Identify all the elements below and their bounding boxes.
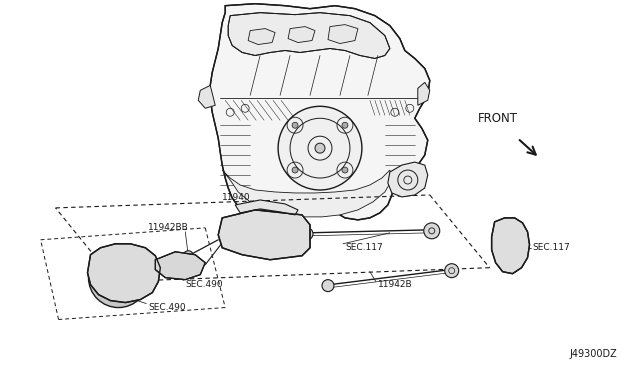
Circle shape (280, 224, 296, 240)
Polygon shape (228, 13, 390, 58)
Circle shape (292, 122, 298, 128)
Polygon shape (222, 170, 392, 217)
Polygon shape (248, 29, 275, 45)
Circle shape (180, 267, 190, 277)
Text: FRONT: FRONT (477, 112, 518, 125)
Circle shape (322, 280, 334, 292)
Circle shape (424, 223, 440, 239)
Polygon shape (210, 4, 430, 220)
Text: SEC.117: SEC.117 (345, 243, 383, 252)
Circle shape (342, 167, 348, 173)
Polygon shape (418, 82, 430, 105)
Circle shape (445, 264, 459, 278)
Circle shape (167, 255, 177, 265)
Circle shape (113, 272, 124, 283)
Circle shape (292, 167, 298, 173)
Circle shape (502, 253, 516, 267)
Polygon shape (388, 162, 428, 197)
Polygon shape (218, 210, 310, 260)
Polygon shape (156, 252, 205, 280)
Text: SEC.490: SEC.490 (148, 303, 186, 312)
Circle shape (278, 106, 362, 190)
Polygon shape (288, 26, 315, 42)
Circle shape (183, 251, 193, 261)
Text: 11942B: 11942B (378, 280, 413, 289)
Text: 11940: 11940 (222, 193, 251, 202)
Circle shape (97, 256, 140, 299)
Circle shape (104, 264, 132, 292)
Polygon shape (235, 200, 298, 215)
Circle shape (502, 225, 516, 239)
Circle shape (342, 122, 348, 128)
Circle shape (242, 230, 248, 236)
Circle shape (301, 228, 313, 240)
Text: J49300DZ: J49300DZ (570, 349, 618, 359)
Circle shape (237, 225, 253, 241)
Text: 11942BB: 11942BB (148, 223, 189, 232)
Circle shape (285, 229, 291, 235)
Text: SEC.490: SEC.490 (186, 280, 223, 289)
Circle shape (315, 143, 325, 153)
Polygon shape (88, 244, 161, 302)
Polygon shape (492, 218, 529, 274)
Polygon shape (198, 86, 215, 108)
Text: SEC.117: SEC.117 (532, 243, 570, 252)
Polygon shape (328, 25, 358, 44)
Circle shape (88, 248, 148, 308)
